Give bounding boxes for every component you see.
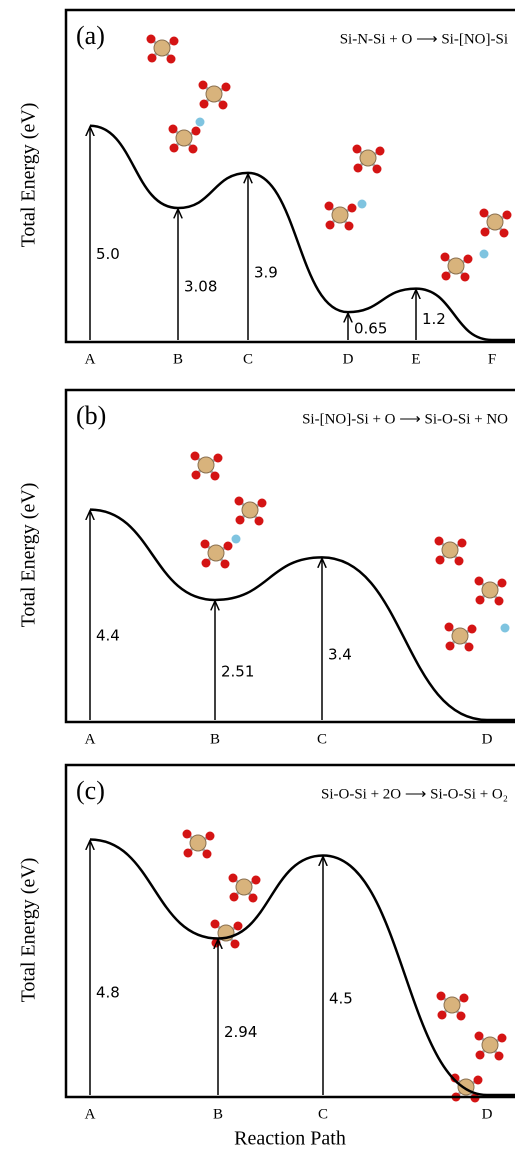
energy-curve [89, 508, 488, 722]
category-label: C [317, 731, 327, 747]
category-label: C [318, 1106, 328, 1122]
panel-frame [64, 763, 515, 1099]
y-axis-title: Total Energy (eV) [18, 858, 40, 1003]
panel-label: (c) [76, 776, 105, 805]
reaction: Si-[NO]-Si + O ⟶ Si-O-Si + NO [302, 411, 508, 427]
category-label: C [243, 351, 253, 367]
panel-frame [64, 388, 515, 724]
category-label: B [173, 351, 183, 367]
panel-frame [64, 8, 515, 344]
value-label: 4.8 [96, 983, 120, 1001]
x-axis-title: Reaction Path [234, 1128, 346, 1150]
value-label: 3.4 [328, 645, 352, 663]
value-label: 2.94 [224, 1023, 257, 1041]
y-axis-title: Total Energy (eV) [18, 483, 40, 628]
category-label: D [482, 731, 493, 747]
category-label: B [213, 1106, 223, 1122]
reaction: Si-O-Si + 2O ⟶ Si-O-Si + O₂ [321, 786, 508, 802]
y-axis-title: Total Energy (eV) [18, 103, 40, 248]
energy-curve [89, 838, 488, 1097]
category-label: D [343, 351, 354, 367]
molecules [145, 33, 513, 1104]
category-label: A [85, 351, 96, 367]
value-label: 2.51 [221, 662, 254, 680]
value-label: 0.65 [354, 319, 387, 337]
category-label: D [482, 1106, 493, 1122]
value-label: 3.08 [184, 278, 217, 296]
value-label: 5.0 [96, 245, 120, 263]
energy-curve [89, 124, 493, 342]
category-label: A [85, 731, 96, 747]
category-label: B [210, 731, 220, 747]
value-label: 1.2 [422, 310, 446, 328]
panel-label: (b) [76, 401, 106, 430]
reaction: Si-N-Si + O ⟶ Si-[NO]-Si [340, 31, 508, 47]
value-label: 4.5 [329, 990, 353, 1008]
panel-label: (a) [76, 21, 105, 50]
category-label: A [85, 1106, 96, 1122]
category-label: E [411, 351, 420, 367]
value-label: 4.4 [96, 626, 120, 644]
category-label: F [488, 351, 496, 367]
value-label: 3.9 [254, 264, 278, 282]
